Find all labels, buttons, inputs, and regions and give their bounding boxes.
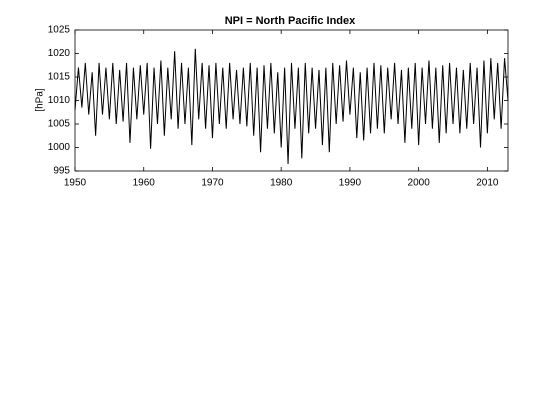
x-tick-label: 1970 xyxy=(201,178,224,189)
plot-area xyxy=(74,29,509,172)
y-tick-label: 1010 xyxy=(48,95,71,106)
x-tick-label: 1960 xyxy=(133,178,156,189)
y-axis-label: [hPa] xyxy=(35,88,46,112)
y-tick-label: 1015 xyxy=(48,72,71,83)
x-tick-label: 1950 xyxy=(64,178,87,189)
x-tick-label: 2000 xyxy=(408,178,431,189)
y-tick-label: 1005 xyxy=(48,119,71,130)
chart-title: NPI = North Pacific Index xyxy=(225,15,356,27)
x-tick-label: 1980 xyxy=(270,178,293,189)
x-tick-label: 1990 xyxy=(339,178,362,189)
y-tick-label: 1000 xyxy=(48,142,71,153)
y-tick-label: 1020 xyxy=(48,48,71,59)
y-tick-label: 995 xyxy=(53,166,70,177)
data-line xyxy=(74,48,509,164)
x-tick-label: 2010 xyxy=(476,178,499,189)
y-tick-label: 1025 xyxy=(48,25,71,36)
